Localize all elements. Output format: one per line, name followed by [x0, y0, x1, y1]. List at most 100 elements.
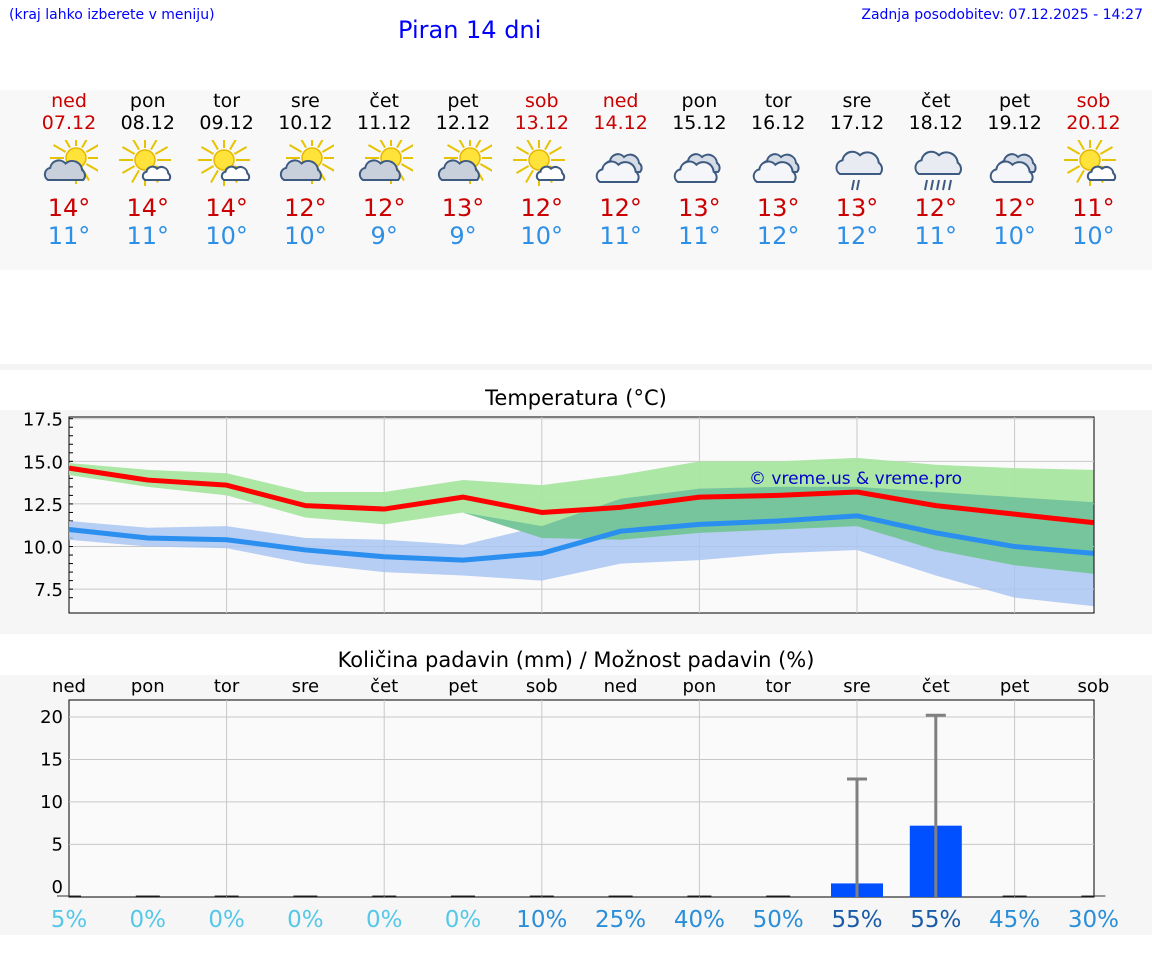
min-temperature: 10° [520, 222, 564, 250]
page-title: Piran 14 dni [398, 16, 542, 44]
day-column: sob 20.12 11° 10° [1054, 90, 1132, 250]
day-name: pet [447, 90, 479, 112]
day-name: čet [369, 90, 399, 112]
y-tick-label: 5 [52, 834, 63, 855]
day-name: ned [51, 90, 87, 112]
cloudy-icon [595, 153, 643, 183]
day-date: 10.12 [278, 112, 333, 134]
day-name: tor [764, 90, 792, 112]
day-column: čet 11.12 12° 9° [345, 90, 423, 250]
day-column: pon 08.12 14° 11° [109, 90, 187, 250]
min-temperature: 12° [756, 222, 800, 250]
day-column: sre 10.12 12° 10° [266, 90, 344, 250]
weekday-label: pet [1000, 676, 1030, 697]
cloud-light-rain-icon [835, 150, 883, 191]
day-date: 07.12 [41, 112, 97, 134]
min-temperature: 10° [205, 222, 248, 250]
precipitation-probability: 0% [287, 907, 324, 933]
cloudy-icon [674, 153, 721, 183]
max-temperature: 14° [126, 194, 170, 222]
precipitation-probability: 10% [516, 907, 567, 933]
day-date: 08.12 [120, 112, 175, 134]
y-tick-label: 15 [40, 749, 63, 770]
max-temperature: 12° [914, 194, 958, 222]
min-temperature: 10° [993, 222, 1036, 250]
day-name: tor [213, 90, 241, 112]
day-name: pon [129, 90, 166, 112]
weekday-label: ned [52, 676, 86, 697]
weekday-label: pon [682, 676, 716, 697]
precipitation-probability: 55% [910, 907, 961, 933]
precipitation-probability: 0% [445, 907, 482, 933]
day-name: ned [602, 90, 639, 112]
temperature-chart-title: Temperatura (°C) [485, 386, 667, 410]
min-temperature: 9° [370, 222, 398, 250]
y-tick-label: 0 [52, 877, 63, 898]
day-date: 16.12 [750, 112, 806, 134]
partly-cloudy-sun-icon [437, 140, 492, 184]
day-name: sre [842, 90, 872, 112]
day-column: sre 17.12 13° 12° [818, 90, 896, 250]
y-tick-label: 15.0 [23, 452, 63, 473]
max-temperature-line [68, 465, 1094, 526]
precipitation-chart-title: Količina padavin (mm) / Možnost padavin … [337, 648, 815, 672]
cloudy-icon [989, 153, 1037, 183]
weekday-label: sob [1077, 676, 1109, 697]
precipitation-probability: 45% [989, 907, 1040, 933]
day-column: ned 14.12 12° 11° [582, 90, 660, 250]
max-temperature: 13° [441, 194, 485, 222]
day-column: pon 15.12 13° 11° [660, 90, 738, 250]
precipitation-probability: 5% [51, 907, 88, 933]
weekday-label: čet [370, 676, 398, 697]
max-temperature: 13° [756, 194, 800, 222]
day-date: 11.12 [356, 112, 412, 134]
day-column: ned 07.12 14° 11° [30, 90, 108, 250]
partly-cloudy-sun-icon [359, 140, 414, 184]
min-temperature: 10° [284, 222, 327, 250]
day-name: sre [290, 90, 320, 112]
day-date: 12.12 [435, 112, 491, 134]
max-temperature: 14° [47, 194, 91, 222]
max-temperature: 12° [520, 194, 564, 222]
sun-small-cloud-icon [512, 140, 565, 186]
weekday-label: ned [604, 676, 638, 697]
min-temperature: 11° [678, 222, 721, 250]
weekday-label: sre [292, 676, 319, 697]
y-tick-label: 17.5 [23, 410, 63, 431]
day-column: pet 12.12 13° 9° [424, 90, 502, 250]
day-column: tor 16.12 13° 12° [739, 90, 817, 250]
min-temperature: 11° [914, 222, 958, 250]
cloud-rain-icon [914, 150, 962, 191]
weekday-label: pon [131, 676, 165, 697]
max-temperature: 13° [835, 194, 879, 222]
precipitation-probability: 40% [674, 907, 725, 933]
precipitation-probability: 0% [366, 907, 403, 933]
y-tick-label: 7.5 [34, 580, 63, 601]
weekday-label: tor [214, 676, 240, 697]
min-temperature: 10° [1072, 222, 1115, 250]
location-menu-hint[interactable]: (kraj lahko izberete v meniju) [9, 7, 215, 23]
min-temperature: 11° [47, 222, 91, 250]
partly-cloudy-sun-icon [280, 140, 335, 184]
day-column: pet 19.12 12° 10° [976, 90, 1054, 250]
day-date: 14.12 [593, 112, 648, 134]
sun-small-cloud-icon [118, 140, 171, 186]
max-temperature: 12° [284, 194, 327, 222]
day-name: čet [921, 90, 951, 112]
y-tick-label: 12.5 [23, 495, 63, 516]
max-temperature: 13° [678, 194, 721, 222]
partly-cloudy-sun-icon [43, 140, 98, 184]
precipitation-probability: 0% [208, 907, 245, 933]
weekday-label: čet [922, 676, 950, 697]
precipitation-probability: 55% [831, 907, 882, 933]
overlap-temperature-band [69, 474, 1094, 574]
day-date: 17.12 [829, 112, 885, 134]
min-temperature: 12° [835, 222, 879, 250]
day-date: 13.12 [514, 112, 569, 134]
divider [0, 364, 1152, 370]
daily-forecast-panel: ned 07.12 14° 11° pon 08.12 14° 11° tor 09.12 14° 1… [0, 90, 1152, 270]
precipitation-probability: 30% [1068, 907, 1119, 933]
weekday-label: tor [765, 676, 791, 697]
temperature-chart: 17.5 15.0 12.5 10.0 7.5 © vreme.us & vreme.pr… [23, 410, 1095, 614]
precipitation-probability: 25% [595, 907, 646, 933]
